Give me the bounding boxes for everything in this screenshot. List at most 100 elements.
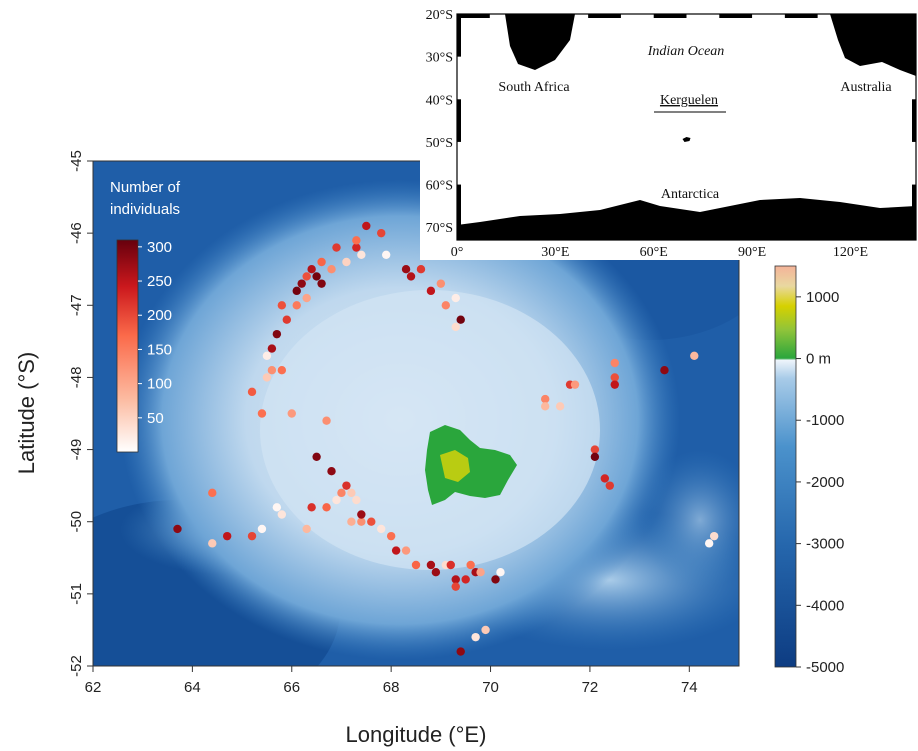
observation-point	[322, 416, 331, 425]
observation-point	[496, 568, 505, 577]
inset-lat-label: 20°S	[426, 8, 453, 23]
observation-point	[302, 524, 311, 534]
legend-tick-label: 50	[147, 410, 164, 427]
australia-landmass	[830, 14, 916, 76]
legend-color-ramp	[116, 239, 139, 453]
colorbar-tick-label: -3000	[806, 536, 844, 553]
frame-bar	[522, 14, 556, 18]
label-indian-ocean: Indian Ocean	[647, 44, 725, 59]
observation-point	[332, 243, 341, 252]
inset-lat-ticks: 20°S 30°S 40°S 50°S 60°S 70°S	[426, 8, 453, 236]
frame-bar	[457, 14, 490, 18]
y-tick-label: -48	[68, 367, 85, 389]
observation-point	[377, 524, 386, 534]
observation-point	[327, 265, 336, 274]
observation-point	[401, 265, 411, 274]
x-axis-label: Longitude (°E)	[346, 722, 487, 747]
observation-point	[342, 257, 351, 267]
y-tick-label: -47	[68, 294, 85, 316]
inset-lon-ticks: 0° 30°E 60°E 90°E 120°E	[451, 245, 868, 260]
frame-bar	[912, 14, 916, 57]
observation-point	[377, 228, 386, 238]
inset-lon-label: 60°E	[640, 245, 668, 260]
inset-lat-label: 30°S	[426, 51, 453, 66]
y-tick-label: -45	[68, 150, 85, 172]
observation-point	[690, 351, 699, 360]
elevation-colorbar: 1000 0 m -1000 -2000 -3000 -4000 -5000	[774, 265, 844, 676]
observation-point	[312, 452, 321, 461]
x-tick-label: 68	[383, 679, 400, 696]
observation-point	[590, 452, 600, 461]
observation-point	[292, 301, 301, 310]
observation-point	[416, 265, 426, 274]
legend-tick-label: 100	[147, 376, 172, 393]
africa-landmass	[505, 14, 575, 70]
observation-point	[357, 250, 366, 259]
legend-tick-label: 150	[147, 341, 172, 358]
observation-point	[312, 272, 321, 281]
inset-lat-label: 50°S	[426, 136, 453, 151]
inset-frame-ticks	[457, 14, 916, 240]
observation-point	[381, 250, 391, 259]
observation-point	[709, 531, 719, 541]
observation-point	[451, 293, 460, 303]
colorbar-tick-label: 0 m	[806, 351, 831, 368]
observation-point	[332, 495, 341, 505]
inset-lat-label: 60°S	[426, 179, 453, 194]
observation-point	[431, 568, 441, 577]
observation-point	[704, 539, 714, 548]
frame-bar	[784, 14, 818, 18]
observation-point	[173, 524, 182, 534]
observation-point	[262, 351, 272, 360]
observation-point	[342, 481, 351, 490]
colorbar-tick-label: -2000	[806, 474, 844, 491]
observation-point	[352, 236, 361, 245]
observation-point	[555, 402, 565, 411]
legend-tick-label: 250	[147, 273, 172, 290]
frame-bar	[719, 236, 753, 240]
observation-point	[262, 373, 272, 382]
observation-point	[277, 301, 287, 310]
frame-bar	[522, 236, 556, 240]
observation-point	[451, 322, 460, 332]
observation-point	[461, 575, 470, 584]
observation-point	[322, 503, 331, 512]
colorbar-tick-label: -4000	[806, 597, 844, 614]
observation-point	[317, 257, 326, 267]
observation-point	[600, 474, 610, 483]
observation-point	[297, 279, 306, 288]
observation-point	[471, 632, 480, 642]
observation-point	[267, 366, 277, 375]
observation-point	[476, 568, 485, 577]
frame-bar	[912, 184, 916, 228]
x-tick-label: 70	[482, 679, 499, 696]
observation-point	[247, 531, 257, 541]
frame-bar	[653, 14, 687, 18]
legend-tick-label: 200	[147, 307, 172, 324]
observation-point	[441, 301, 451, 310]
label-south-africa: South Africa	[498, 80, 570, 95]
observation-point	[302, 293, 311, 303]
inset-lon-label: 0°	[451, 245, 464, 260]
observation-point	[277, 366, 287, 375]
island-highland	[440, 450, 470, 482]
frame-bar	[457, 184, 461, 228]
inset-lat-label: 40°S	[426, 93, 453, 108]
x-tick-label: 74	[681, 679, 698, 696]
observation-point	[347, 517, 356, 526]
plateau-core	[260, 290, 600, 570]
observation-point	[272, 329, 282, 339]
x-tick-label: 62	[85, 679, 102, 696]
colorbar-tick-label: -5000	[806, 659, 844, 676]
observation-point	[456, 647, 465, 656]
legend-title-line2: individuals	[110, 201, 180, 218]
observation-point	[357, 517, 366, 526]
y-tick-label: -49	[68, 439, 85, 461]
observation-points	[173, 221, 719, 656]
observation-point	[451, 575, 460, 584]
observation-point	[282, 315, 291, 324]
antarctica-landmass	[457, 198, 916, 240]
legend-title-line1: Number of	[110, 179, 181, 196]
label-kerguelen: Kerguelen	[660, 93, 718, 108]
